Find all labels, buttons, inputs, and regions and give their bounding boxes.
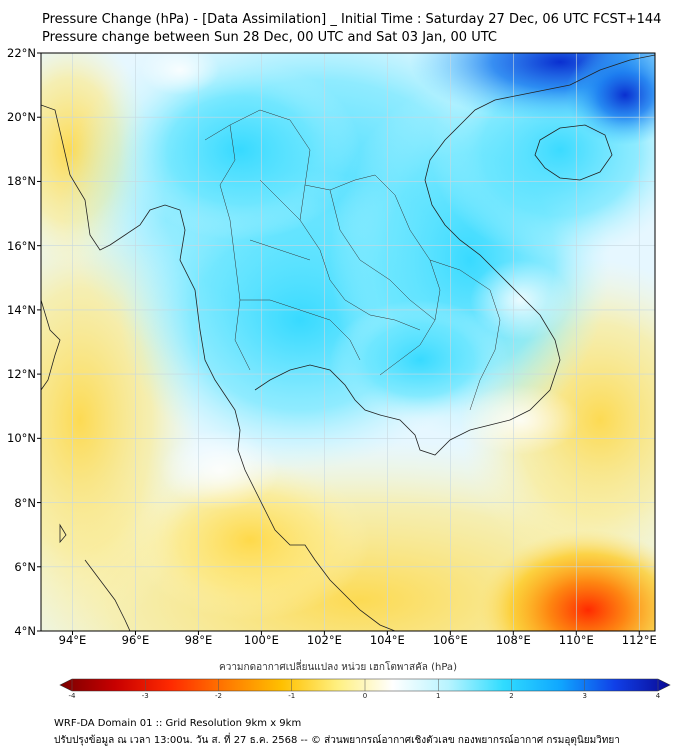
lon-label: 102°E [306,633,342,647]
lat-label: 16°N [7,238,36,253]
footer-line-1: WRF-DA Domain 01 :: Grid Resolution 9km … [54,718,302,729]
lat-label: 22°N [7,46,36,60]
lat-label: 6°N [14,559,36,574]
lon-label: 112°E [621,633,657,647]
lat-label: 10°N [7,431,36,446]
colorbar-tick-label: 1 [436,692,441,700]
colorbar-tick-label: -2 [215,692,222,700]
colorbar-label: ความกดอากาศเปลี่ยนแปลง หน่วย เฮกโตพาสคัล… [219,662,457,673]
lon-label: 106°E [432,633,468,647]
graticule [41,53,655,631]
colorbar [59,678,671,692]
lon-label: 108°E [495,633,531,647]
colorbar-tick-label: -4 [68,692,76,700]
lat-label: 4°N [14,624,36,638]
chart-title: Pressure Change (hPa) - [Data Assimilati… [42,12,662,27]
colorbar-tick-label: -1 [288,692,296,700]
colorbar-tick-label: -3 [141,692,149,700]
lat-label: 20°N [7,110,36,125]
colorbar-tick-label: 2 [509,692,514,700]
footer-line-2: ปรับปรุงข้อมูล ณ เวลา 13:00น. วัน ส. ที่… [54,735,620,746]
colorbar-tick-label: 0 [362,692,368,700]
lon-label: 98°E [184,633,213,647]
lat-label: 14°N [7,302,36,317]
lon-label: 104°E [369,633,405,647]
lon-label: 96°E [121,633,150,647]
chart-subtitle: Pressure change between Sun 28 Dec, 00 U… [42,30,497,45]
lon-label: 94°E [58,633,87,647]
lat-label: 12°N [7,367,36,382]
colorbar-tick-label: 4 [655,692,661,700]
admin-borders [204,109,501,411]
colorbar-tick-label: 3 [582,692,587,700]
lon-label: 100°E [243,633,279,647]
lat-label: 18°N [7,174,36,189]
coastlines [41,54,655,631]
lat-label: 8°N [14,495,36,510]
lon-label: 110°E [558,633,594,647]
